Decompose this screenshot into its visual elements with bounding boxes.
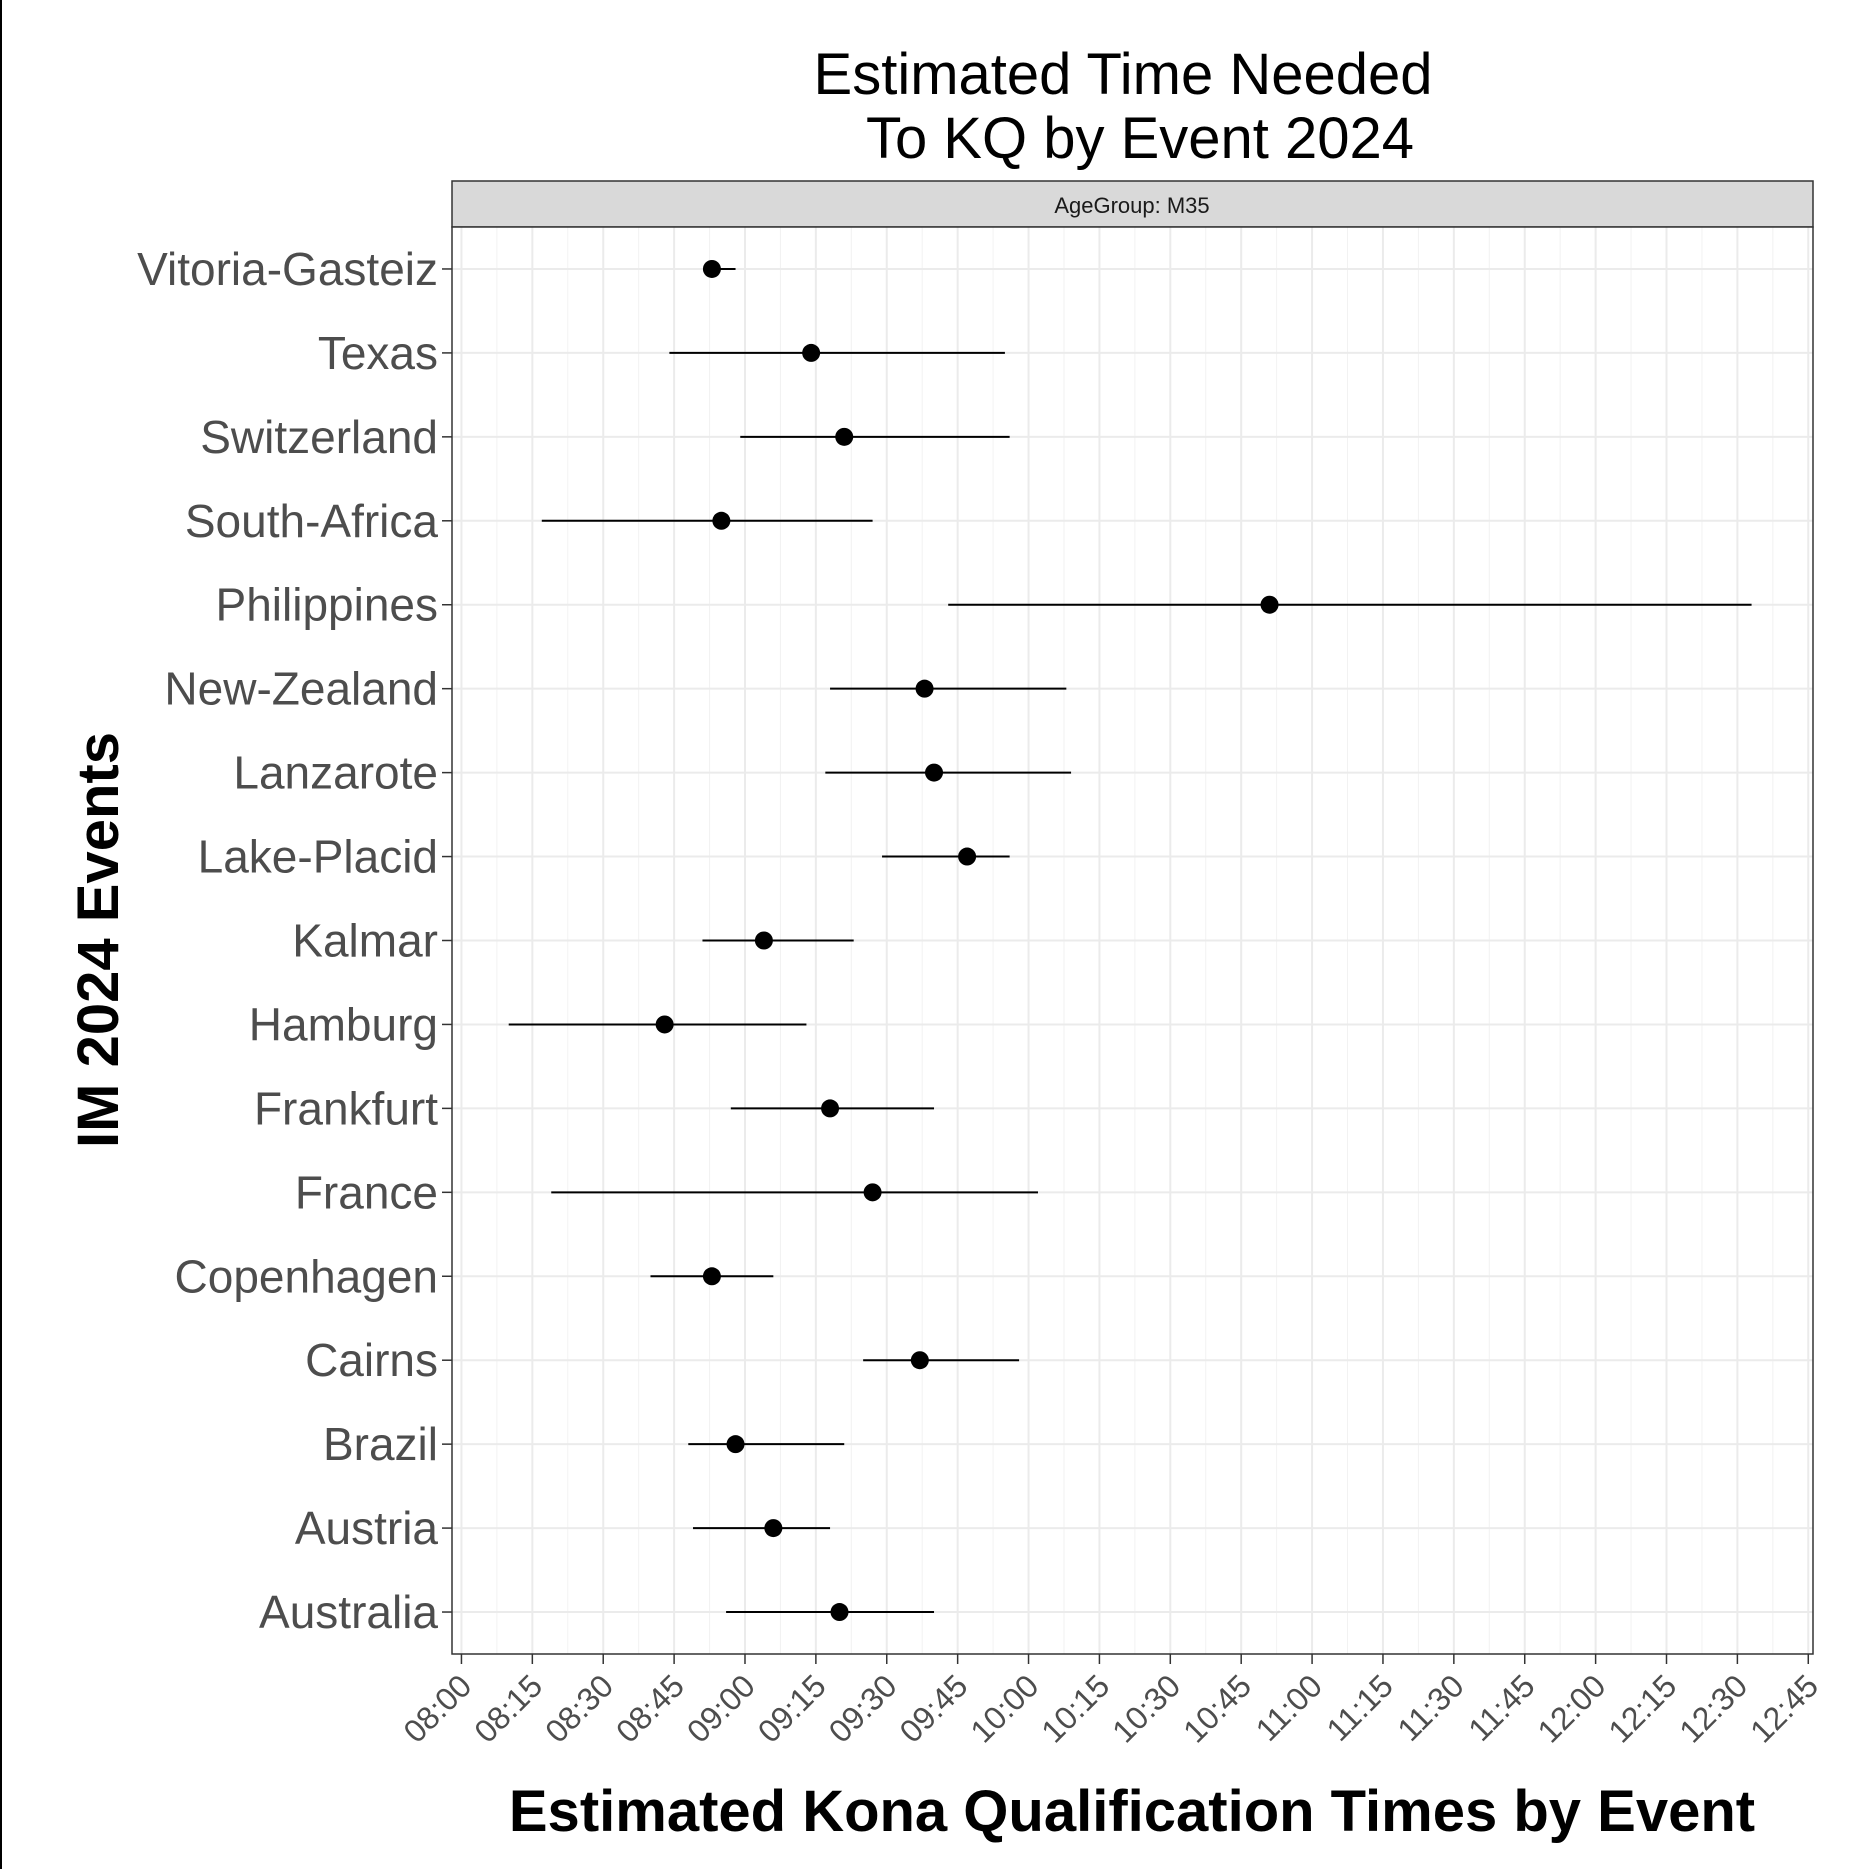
y-tick-label: Australia: [259, 1586, 438, 1638]
left-border: [0, 0, 2, 1869]
chart-title-line-1: Estimated Time Needed: [814, 42, 1433, 107]
estimate-point: [910, 1351, 929, 1370]
y-tick-label: Brazil: [323, 1418, 438, 1470]
estimate-point: [863, 1183, 882, 1202]
x-tick-label: 12:45: [1743, 1667, 1825, 1749]
estimate-point: [726, 1435, 745, 1454]
estimate-point: [830, 1603, 849, 1622]
y-tick-label: New-Zealand: [164, 663, 438, 715]
facet-label: AgeGroup: M35: [1054, 193, 1209, 218]
x-tick-label: 10:00: [963, 1667, 1045, 1749]
y-tick-label: Vitoria-Gasteiz: [137, 243, 438, 295]
x-tick-label: 09:15: [751, 1667, 833, 1749]
x-tick-label: 11:00: [1249, 1667, 1329, 1747]
estimate-point: [764, 1519, 783, 1538]
x-tick-label: 10:15: [1034, 1667, 1116, 1749]
x-tick-label: 09:45: [893, 1667, 975, 1749]
x-tick-label: 09:30: [822, 1667, 904, 1749]
estimate-point: [925, 763, 944, 782]
x-axis-title: Estimated Kona Qualification Times by Ev…: [509, 1779, 1755, 1844]
x-tick-label: 12:00: [1530, 1667, 1612, 1749]
y-tick-label: Kalmar: [292, 915, 438, 967]
y-tick-label: Lanzarote: [233, 747, 438, 799]
x-tick-label: 08:00: [396, 1667, 478, 1749]
x-tick-label: 10:30: [1105, 1667, 1187, 1749]
x-tick-label: 11:45: [1461, 1667, 1541, 1747]
estimate-point: [802, 343, 821, 362]
y-tick-label: Cairns: [305, 1334, 438, 1386]
estimate-point: [915, 679, 934, 698]
estimate-point: [712, 511, 731, 530]
y-tick-label: Frankfurt: [254, 1082, 438, 1134]
x-tick-label: 11:15: [1320, 1667, 1400, 1747]
y-tick-label: Philippines: [216, 579, 438, 631]
x-tick-label: 10:45: [1176, 1667, 1258, 1749]
estimate-point: [655, 1015, 674, 1034]
estimate-point: [702, 259, 721, 278]
y-tick-label: Lake-Placid: [198, 831, 438, 883]
y-tick-label: Switzerland: [200, 411, 438, 463]
y-tick-label: France: [295, 1166, 438, 1218]
estimate-point: [702, 1267, 721, 1286]
y-tick-label: Texas: [318, 327, 438, 379]
x-tick-label: 12:15: [1601, 1667, 1683, 1749]
estimate-point: [754, 931, 773, 950]
estimate-point: [958, 847, 977, 866]
y-tick-label: South-Africa: [185, 495, 439, 547]
x-tick-label: 12:30: [1672, 1667, 1754, 1749]
chart-title-line-2: To KQ by Event 2024: [866, 106, 1414, 171]
y-axis-title: IM 2024 Events: [66, 732, 131, 1148]
estimate-point: [821, 1099, 840, 1118]
estimate-point: [835, 427, 854, 446]
x-tick-label: 09:00: [680, 1667, 762, 1749]
estimate-point: [1260, 595, 1279, 614]
y-tick-label: Hamburg: [249, 998, 438, 1050]
x-tick-label: 08:30: [538, 1667, 620, 1749]
x-tick-label: 11:30: [1390, 1667, 1470, 1747]
x-tick-label: 08:15: [467, 1667, 549, 1749]
y-tick-label: Austria: [295, 1502, 439, 1554]
x-tick-label: 08:45: [609, 1667, 691, 1749]
y-tick-label: Copenhagen: [175, 1250, 438, 1302]
